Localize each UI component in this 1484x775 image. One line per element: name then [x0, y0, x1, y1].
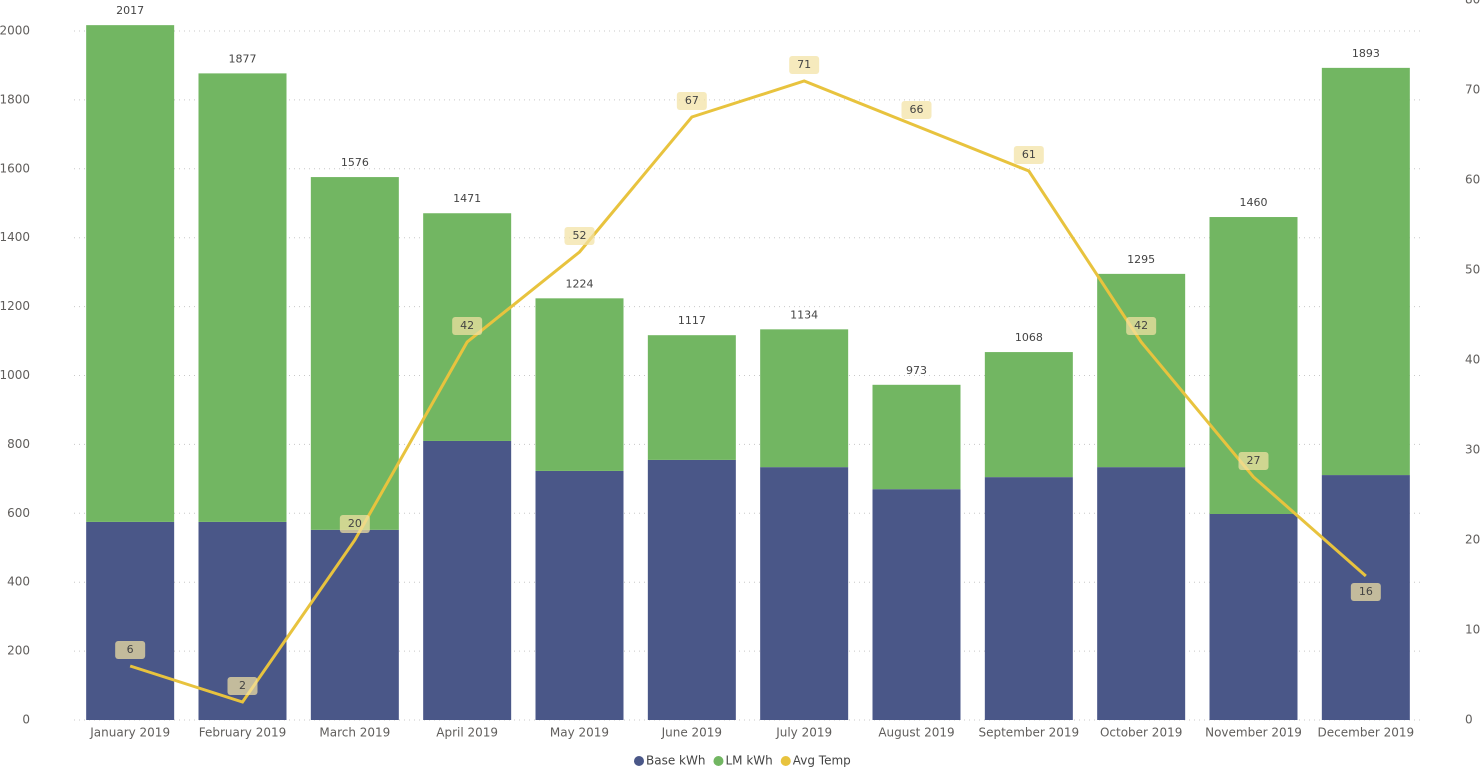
- y-tick-label: 1800: [0, 92, 30, 106]
- x-tick-label: December 2019: [1318, 726, 1415, 740]
- y-tick-label: 800: [7, 437, 30, 451]
- legend-label: LM kWh: [725, 754, 772, 768]
- total-label: 2017: [116, 4, 144, 17]
- total-label: 1893: [1352, 47, 1380, 60]
- data-label: 16: [1359, 585, 1373, 598]
- data-label: 66: [910, 103, 924, 116]
- total-label: 1471: [453, 192, 481, 205]
- y2-tick-label: 0: [1465, 713, 1473, 727]
- total-label: 1877: [229, 52, 257, 65]
- y-tick-label: 200: [7, 644, 30, 658]
- data-label-bg: [1126, 317, 1157, 335]
- data-label: 20: [348, 517, 362, 530]
- data-label-bg: [227, 677, 258, 695]
- data-label: 71: [797, 58, 811, 71]
- total-label: 1224: [566, 277, 594, 290]
- bar: [1321, 67, 1410, 476]
- total-label: 973: [906, 364, 927, 377]
- data-label: 2: [239, 679, 246, 692]
- total-label: 1460: [1240, 196, 1268, 209]
- bar: [647, 335, 736, 460]
- bar: [1209, 513, 1298, 720]
- total-label: 1117: [678, 314, 706, 327]
- y2-tick-label: 70: [1465, 83, 1480, 97]
- bar: [535, 470, 624, 720]
- y2-tick-label: 20: [1465, 533, 1480, 547]
- bar: [760, 467, 849, 720]
- bar: [872, 384, 961, 490]
- legend-swatch: [780, 756, 791, 766]
- data-label: 42: [1134, 319, 1148, 332]
- y-tick-label: 2000: [0, 24, 30, 38]
- data-label: 27: [1247, 454, 1261, 467]
- bar: [1097, 467, 1186, 720]
- bar: [984, 352, 1073, 478]
- data-label: 52: [573, 229, 587, 242]
- data-label: 67: [685, 94, 699, 107]
- legend-label: Base kWh: [646, 754, 705, 768]
- data-label-bg: [564, 227, 595, 245]
- data-label-bg: [676, 92, 707, 110]
- bar: [535, 298, 624, 471]
- bar: [760, 329, 849, 468]
- data-label-bg: [789, 56, 820, 74]
- bar: [86, 521, 175, 720]
- legend-swatch: [634, 756, 644, 766]
- x-tick-label: May 2019: [550, 726, 609, 740]
- y-tick-label: 1200: [0, 299, 30, 313]
- data-label-bg: [1013, 146, 1044, 164]
- data-label-bg: [901, 101, 932, 119]
- y-tick-label: 400: [7, 575, 30, 589]
- bar: [647, 459, 736, 720]
- y2-tick-label: 40: [1465, 353, 1480, 367]
- bar: [86, 25, 175, 522]
- legend: Base kWh LM kWh Avg Temp: [634, 754, 851, 768]
- data-label-bg: [452, 317, 483, 335]
- bar: [423, 440, 512, 720]
- total-label: 1134: [790, 308, 818, 321]
- y2-tick-label: 10: [1465, 623, 1480, 637]
- bar: [1097, 273, 1186, 468]
- x-tick-label: March 2019: [319, 726, 390, 740]
- x-tick-label: September 2019: [978, 726, 1079, 740]
- data-label: 61: [1022, 148, 1036, 161]
- x-tick-label: January 2019: [89, 726, 170, 740]
- total-label: 1576: [341, 156, 369, 169]
- x-tick-label: August 2019: [878, 726, 954, 740]
- y-tick-label: 1600: [0, 161, 30, 175]
- data-label: 42: [460, 319, 474, 332]
- legend-label: Avg Temp: [793, 754, 851, 768]
- bar: [310, 529, 399, 720]
- y-tick-label: 0: [22, 713, 30, 727]
- data-label-bg: [1238, 452, 1269, 470]
- data-label-bg: [115, 641, 146, 659]
- y-tick-label: 1000: [0, 368, 30, 382]
- line: [129, 79, 1367, 704]
- y-tick-label: 600: [7, 506, 30, 520]
- data-label-bg: [339, 515, 370, 533]
- bar: [872, 489, 961, 720]
- x-tick-label: April 2019: [436, 726, 498, 740]
- total-label: 1068: [1015, 331, 1043, 344]
- x-tick-label: October 2019: [1100, 726, 1182, 740]
- bar: [310, 177, 399, 530]
- y2-tick-label: 30: [1465, 443, 1480, 457]
- legend-swatch: [713, 756, 724, 766]
- data-label: 6: [127, 643, 134, 656]
- x-tick-label: November 2019: [1205, 726, 1302, 740]
- y2-tick-label: 60: [1465, 173, 1480, 187]
- x-tick-label: February 2019: [199, 726, 287, 740]
- y2-tick-label: 50: [1465, 263, 1480, 277]
- y2-tick-label: 80: [1465, 0, 1480, 7]
- bar: [198, 73, 287, 522]
- x-tick-label: June 2019: [661, 726, 723, 740]
- x-tick-label: July 2019: [775, 726, 832, 740]
- y-tick-label: 1400: [0, 230, 30, 244]
- bar: [984, 477, 1073, 720]
- total-label: 1295: [1127, 253, 1155, 266]
- data-label-bg: [1350, 583, 1381, 601]
